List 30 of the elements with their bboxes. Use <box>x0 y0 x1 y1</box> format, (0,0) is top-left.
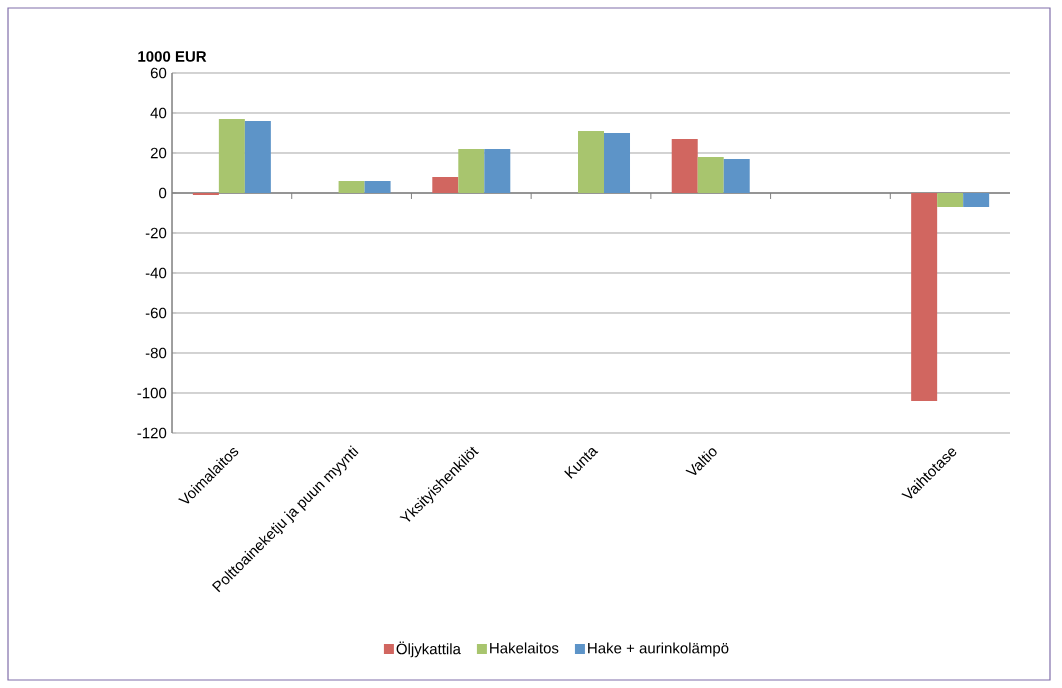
bar <box>218 118 245 193</box>
bar <box>458 148 485 193</box>
y-tick-label: 20 <box>150 147 167 159</box>
y-tick-label: 60 <box>150 67 167 79</box>
bar <box>937 192 964 207</box>
bar <box>671 138 698 193</box>
y-tick-label: -20 <box>145 227 167 239</box>
bar <box>484 148 511 193</box>
legend-label: Hake + aurinkolämpö <box>588 642 729 657</box>
bar <box>604 132 631 193</box>
y-axis-title: 1000 EUR <box>138 51 207 62</box>
y-tick-label: -100 <box>137 387 167 399</box>
bar <box>192 192 219 195</box>
y-tick-label: -120 <box>137 427 167 439</box>
y-tick-label: 0 <box>159 187 167 199</box>
bar <box>578 130 605 193</box>
y-tick-label: 40 <box>150 107 167 119</box>
y-tick-label: -60 <box>145 307 167 319</box>
bar <box>723 158 750 193</box>
bar <box>697 156 724 193</box>
bar <box>432 176 459 193</box>
y-tick-label: -40 <box>145 267 167 279</box>
bar <box>364 180 391 193</box>
legend-label: Hakelaitos <box>490 642 559 654</box>
bar <box>963 192 990 207</box>
bar <box>338 180 365 193</box>
legend-label: Öljykattila <box>396 641 461 658</box>
y-tick-label: -80 <box>145 347 167 359</box>
bar <box>911 192 938 401</box>
bar <box>244 120 271 193</box>
